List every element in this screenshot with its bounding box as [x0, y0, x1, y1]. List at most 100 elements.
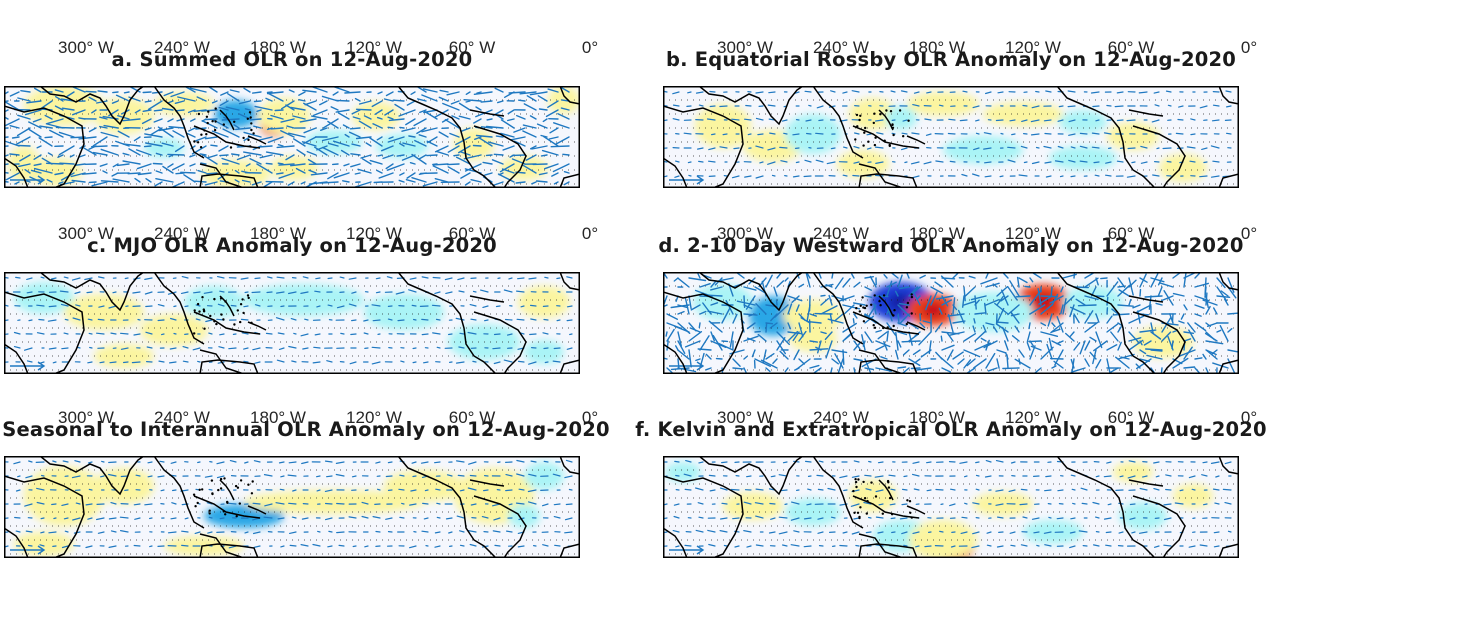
wind-vector [1057, 145, 1064, 149]
wind-vector [278, 172, 295, 179]
wind-vector [913, 91, 920, 94]
wind-vector [40, 474, 45, 477]
wind-vector [100, 180, 119, 183]
wind-vector [469, 474, 477, 477]
longitude-tick-labels: 300° W 240° W 180° W 120° W 60° W 0° [4, 224, 598, 244]
wind-vector [1146, 354, 1163, 360]
wind-vector [912, 349, 921, 356]
wind-vector [399, 142, 405, 147]
wind-vector [492, 181, 504, 187]
wind-vector [423, 361, 429, 364]
wind-vector [92, 151, 108, 156]
wind-vector [120, 347, 129, 350]
wind-vector [736, 300, 756, 306]
island [906, 499, 909, 502]
wind-vector [141, 118, 152, 125]
wind-vector [1172, 329, 1178, 333]
wind-vector [1040, 303, 1054, 315]
wind-vector [358, 120, 372, 129]
wind-vector [55, 95, 64, 102]
wind-vector [536, 123, 548, 129]
wind-vector [456, 460, 465, 463]
wind-vector [64, 318, 69, 321]
wind-vector [552, 473, 561, 477]
wind-vector [254, 105, 273, 111]
wind-vector [221, 157, 240, 165]
wind-vector [902, 349, 910, 356]
wind-vector [15, 530, 21, 533]
wind-vector [842, 277, 851, 288]
wind-vector [925, 295, 932, 311]
wind-vector [230, 153, 240, 156]
wind-vector [1114, 105, 1124, 108]
wind-vector [481, 515, 489, 519]
wind-vector [868, 460, 872, 463]
wind-vector [688, 349, 692, 368]
wind-vector [421, 530, 429, 533]
wind-vector [784, 277, 789, 282]
wind-vector [134, 177, 141, 183]
wind-vector [119, 529, 129, 533]
wind-vector [522, 164, 537, 174]
wind-vector [851, 531, 860, 535]
wind-vector [1172, 292, 1185, 297]
wind-vector [1028, 322, 1031, 330]
wind-vector [1224, 298, 1229, 306]
wind-vector [300, 543, 309, 547]
wind-vector [1050, 286, 1053, 297]
wind-vector [259, 154, 273, 159]
wind-vector [144, 127, 152, 131]
wind-vector [568, 488, 573, 491]
wind-vector [40, 531, 45, 534]
tick-120w: 120° W [346, 224, 402, 243]
wind-vector [228, 502, 237, 505]
wind-vector [487, 141, 504, 147]
wind-vector [710, 302, 719, 306]
wind-vector [830, 147, 836, 150]
wind-vector [1128, 460, 1136, 463]
wind-vector [335, 99, 350, 102]
wind-vector [1056, 340, 1064, 345]
wind-vector [952, 297, 956, 315]
wind-vector [515, 181, 526, 184]
wind-vector [778, 531, 788, 535]
wind-vector [241, 332, 249, 335]
wind-vector [556, 277, 561, 280]
wind-vector [536, 180, 548, 183]
wind-vector [360, 154, 372, 159]
wind-vector [508, 503, 513, 506]
wind-vector [941, 344, 955, 351]
wind-vector [290, 163, 306, 167]
wind-vector [698, 104, 704, 107]
wind-vector [1094, 174, 1100, 177]
wind-vector [897, 340, 902, 348]
wind-vector [806, 304, 811, 322]
wind-vector [276, 276, 285, 279]
wind-vector [1143, 340, 1152, 346]
island [250, 122, 253, 125]
wind-vector [122, 152, 130, 156]
wind-vector [38, 318, 45, 321]
wind-vector [889, 272, 899, 279]
wind-vector [135, 474, 141, 477]
wind-vector [97, 318, 105, 321]
wind-vector [1150, 273, 1159, 288]
wind-vector [326, 475, 333, 478]
wind-vector [527, 501, 537, 505]
wind-vector [192, 347, 201, 351]
wind-vector [413, 118, 427, 127]
wind-vector [1202, 503, 1208, 506]
wind-vector [1126, 175, 1136, 178]
coastline [559, 86, 580, 105]
wind-vector [1070, 175, 1076, 178]
wind-vector [280, 475, 285, 478]
island [192, 493, 196, 496]
wind-vector [553, 347, 561, 350]
wind-vector [722, 133, 728, 136]
island [859, 114, 862, 117]
wind-vector [1213, 307, 1218, 315]
wind-vector [218, 106, 229, 111]
wind-vector [127, 172, 141, 175]
wind-vector [387, 116, 394, 120]
wind-vector [60, 303, 69, 307]
